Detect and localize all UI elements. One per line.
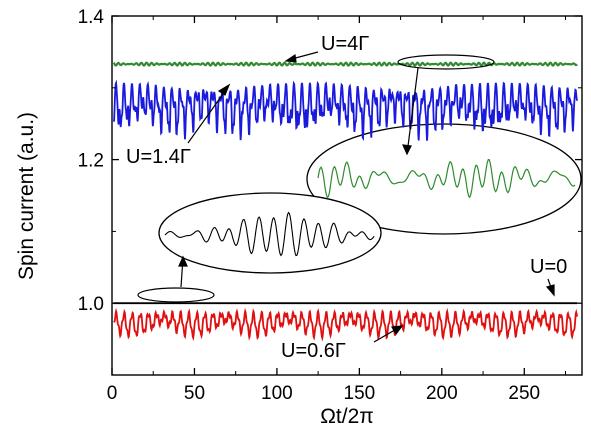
y-tick-label: 1.4	[78, 7, 105, 28]
label-u-4: U=4Γ	[321, 33, 369, 55]
green-zoom-marker	[397, 54, 495, 70]
black-inset-trace	[164, 211, 375, 257]
axis-ticks	[111, 15, 582, 376]
x-tick-label: 0	[107, 383, 118, 404]
x-tick-label: 50	[184, 383, 205, 404]
green-inset-trace	[317, 158, 576, 199]
plot-area	[112, 61, 578, 342]
label-u-1.4: U=1.4Γ	[126, 146, 191, 168]
black-zoom-inset	[158, 192, 382, 274]
x-tick-label: 200	[426, 383, 458, 404]
label-u-0: U=0	[530, 256, 567, 278]
series-line-u-4	[112, 61, 578, 67]
annotation-arrows	[187, 51, 555, 343]
y-axis-label: Spin current (a.u.)	[15, 112, 38, 280]
inset-connectors	[178, 67, 419, 288]
y-tick-label: 1.0	[78, 294, 104, 315]
label-u-0.6: U=0.6Γ	[281, 340, 346, 362]
axis-tick-labels: 0 50 100 150 200 250 1.0 1.2 1.4	[78, 7, 541, 404]
x-axis-label: Ωt/2π	[320, 405, 374, 428]
series-line-u-0.6	[113, 307, 578, 342]
black-zoom-marker	[137, 287, 215, 303]
x-tick-label: 250	[508, 383, 540, 404]
plot-frame	[111, 15, 583, 376]
series-line-u-1.4	[112, 79, 578, 142]
y-tick-label: 1.2	[78, 151, 104, 172]
x-tick-label: 100	[261, 383, 293, 404]
green-zoom-inset	[306, 123, 582, 235]
x-tick-label: 150	[344, 383, 376, 404]
